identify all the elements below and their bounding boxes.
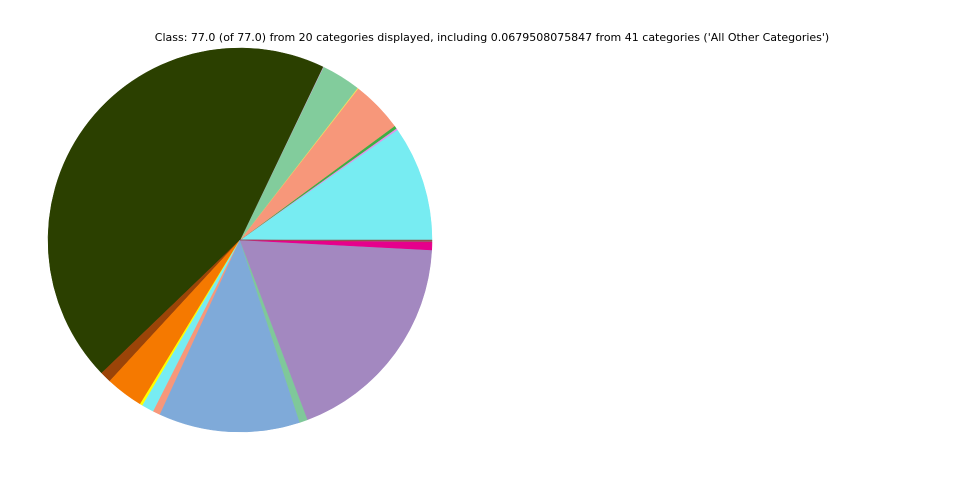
- pie-slice: [239, 129, 433, 241]
- pie-slice: [239, 239, 432, 420]
- pie-slice: [47, 47, 324, 374]
- pie-slice: [159, 239, 301, 433]
- pie-slice: [239, 239, 433, 242]
- chart-title: Class: 77.0 (of 77.0) from 20 categories…: [155, 31, 829, 44]
